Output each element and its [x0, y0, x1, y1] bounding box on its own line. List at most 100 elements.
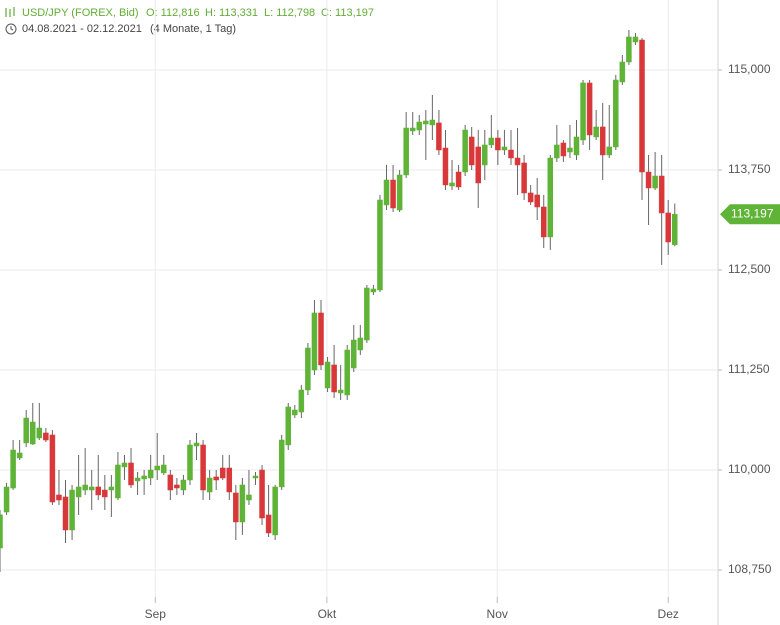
candle-body — [134, 477, 141, 482]
candle-body — [193, 442, 200, 447]
candle-body — [259, 469, 265, 519]
candle-body — [396, 174, 403, 211]
candle-body — [278, 439, 285, 488]
candle-body — [154, 465, 160, 471]
y-tick-label: 112,500 — [728, 262, 771, 276]
candle-body — [488, 137, 495, 146]
candle-body — [573, 136, 580, 156]
candle-body — [377, 199, 383, 291]
y-tick-label: 110,000 — [728, 462, 771, 476]
candle-body — [167, 474, 174, 491]
candle-body — [285, 406, 291, 446]
candle-body — [226, 467, 233, 493]
candle-body — [672, 213, 678, 245]
y-tick-label: 111,250 — [728, 362, 770, 376]
high-label: H: 113,331 — [205, 7, 258, 19]
candle-body — [0, 514, 3, 549]
candle-body — [161, 464, 167, 474]
candle-body — [390, 179, 396, 209]
date-range: 04.08.2021 - 02.12.2021 — [22, 23, 142, 35]
candle-body — [639, 39, 645, 173]
candle-body — [534, 194, 540, 208]
candle-body — [613, 79, 619, 148]
candle-body — [409, 127, 416, 132]
candle-body — [554, 144, 560, 159]
candle-body — [331, 364, 337, 393]
candle-body — [3, 486, 10, 513]
candle-body — [423, 120, 429, 125]
candle-body — [56, 494, 62, 501]
candle-body — [49, 434, 56, 503]
candle-body — [108, 486, 115, 491]
candle-body — [292, 409, 298, 416]
x-tick-label: Okt — [318, 607, 337, 621]
candle-body — [632, 36, 639, 43]
candle-body — [455, 171, 462, 188]
candle-body — [383, 179, 390, 206]
candle-body — [318, 312, 324, 366]
candle-body — [619, 61, 626, 83]
candle-body — [265, 514, 272, 534]
duration: (4 Monate, 1 Tag) — [150, 23, 236, 35]
candle-body — [495, 137, 501, 151]
candle-body — [128, 462, 134, 486]
x-tick-label: Sep — [145, 607, 167, 621]
candle-body — [344, 349, 350, 396]
candle-body — [200, 444, 206, 491]
candle-body — [593, 126, 599, 138]
candle-body — [206, 477, 213, 493]
candle-body — [174, 484, 180, 489]
candle-body — [658, 175, 665, 214]
y-tick-label: 115,000 — [728, 62, 771, 76]
candle-body — [30, 421, 36, 445]
x-tick-label: Dez — [658, 607, 679, 621]
candle-body — [442, 147, 449, 186]
candle-body — [62, 496, 69, 531]
candle-body — [311, 312, 318, 371]
candle-body — [233, 492, 239, 523]
chart-title: USD/JPY (FOREX, Bid) — [22, 7, 139, 19]
open-label: O: 112,816 — [146, 7, 200, 19]
candle-body — [527, 192, 534, 203]
candles — [0, 30, 678, 572]
candle-body — [75, 486, 82, 498]
candle-body — [102, 489, 108, 498]
candle-body — [82, 484, 88, 491]
candle-body — [88, 486, 95, 491]
candle-body — [652, 175, 658, 189]
candle-body — [665, 212, 671, 243]
y-tick-label: 113,750 — [728, 162, 771, 176]
candle-body — [43, 432, 49, 441]
candle-body — [468, 136, 475, 166]
candle-body — [501, 146, 508, 151]
candle-body — [357, 337, 364, 351]
candle-body — [141, 475, 147, 480]
candle-body — [252, 475, 259, 479]
candle-body — [508, 149, 514, 159]
candle-body — [239, 484, 246, 523]
candle-body — [23, 417, 29, 444]
candle-body — [115, 464, 121, 499]
candle-body — [121, 462, 128, 468]
last-price-label: 113,197 — [731, 206, 774, 220]
candle-body — [586, 82, 593, 136]
last-price-tag — [720, 204, 780, 225]
close-label: C: 113,197 — [321, 7, 374, 19]
candle-body — [180, 479, 187, 491]
grid — [0, 0, 718, 597]
y-tick-label: 108,750 — [728, 562, 772, 576]
clock-icon — [5, 23, 17, 35]
candle-body — [324, 361, 331, 389]
candle-body — [305, 347, 311, 391]
candle-body — [475, 146, 481, 184]
candle-body — [187, 444, 193, 481]
candle-body — [645, 171, 652, 189]
candle-body — [69, 489, 75, 531]
candle-body — [403, 127, 409, 176]
candle-body — [36, 427, 43, 439]
candle-body — [95, 486, 102, 496]
candle-body — [416, 121, 423, 131]
candle-body — [370, 288, 377, 293]
candle-body — [560, 142, 567, 157]
